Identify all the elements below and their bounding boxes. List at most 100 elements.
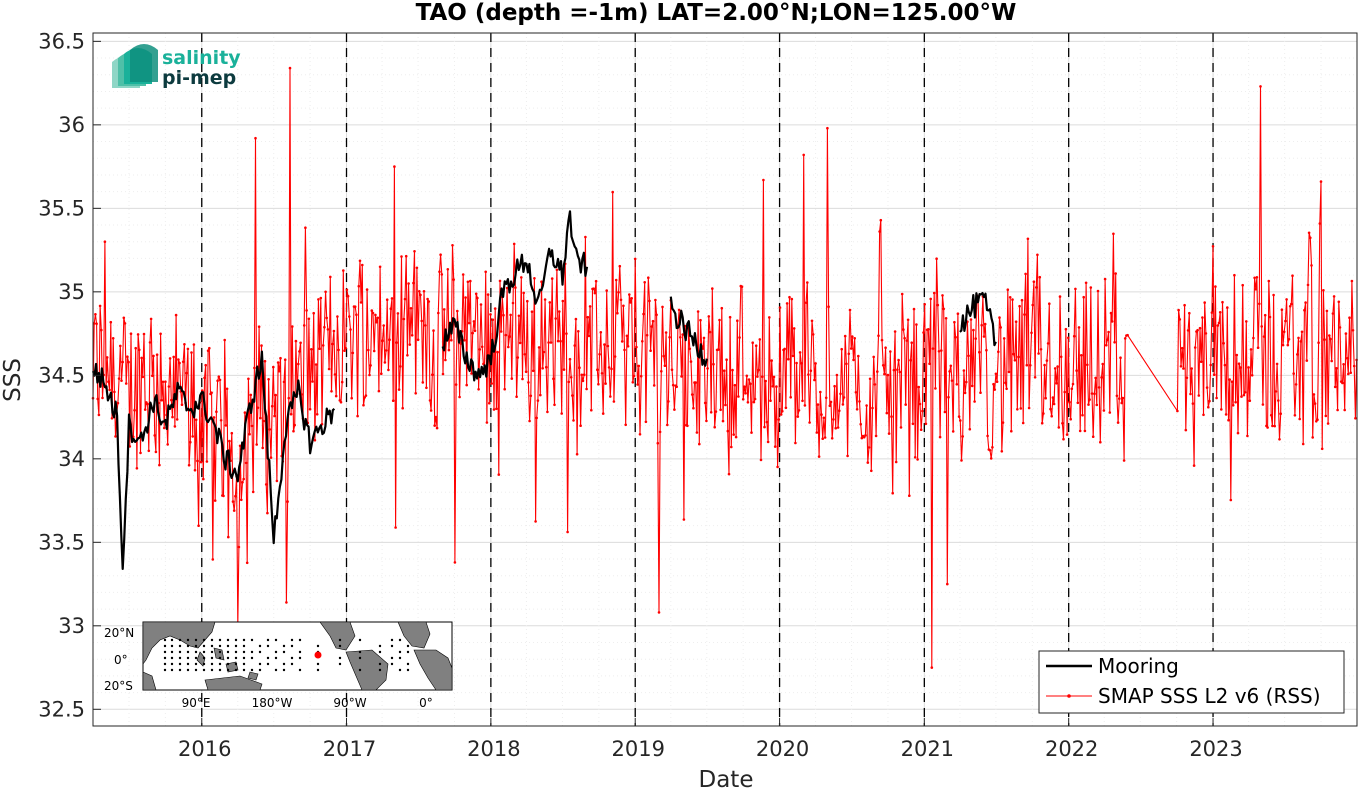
smap-point bbox=[1108, 411, 1112, 414]
smap-point bbox=[651, 319, 655, 323]
smap-point bbox=[1247, 366, 1250, 369]
smap-point bbox=[123, 322, 127, 325]
smap-point bbox=[934, 387, 937, 390]
smap-point bbox=[343, 349, 346, 353]
smap-point bbox=[1055, 382, 1058, 385]
smap-point bbox=[943, 410, 947, 414]
smap-point bbox=[420, 319, 424, 323]
smap-point bbox=[212, 416, 216, 419]
smap-point bbox=[982, 335, 986, 338]
smap-point bbox=[356, 414, 359, 418]
smap-point bbox=[708, 330, 712, 334]
smap-point bbox=[308, 407, 312, 411]
smap-point bbox=[1210, 311, 1214, 314]
smap-point bbox=[941, 294, 944, 297]
smap-point bbox=[963, 391, 967, 395]
smap-point bbox=[638, 433, 642, 436]
smap-point bbox=[800, 362, 803, 365]
smap-point bbox=[133, 409, 136, 412]
smap-point bbox=[783, 347, 786, 351]
smap-point bbox=[1012, 352, 1015, 356]
station-dot bbox=[186, 650, 190, 654]
smap-point bbox=[1288, 305, 1292, 308]
smap-point bbox=[835, 373, 839, 377]
smap-point bbox=[98, 304, 102, 308]
smap-point bbox=[817, 455, 821, 458]
smap-point bbox=[1051, 396, 1055, 399]
station-dot bbox=[170, 662, 174, 666]
smap-point bbox=[1348, 316, 1351, 320]
smap-point bbox=[585, 387, 588, 391]
smap-point bbox=[429, 409, 433, 412]
smap-point bbox=[692, 406, 695, 410]
y-tick-label: 32.5 bbox=[38, 697, 85, 721]
smap-point bbox=[1297, 336, 1300, 340]
smap-point bbox=[917, 385, 921, 389]
smap-point bbox=[764, 379, 767, 383]
salinity-pimep-logo: salinity pi-mep bbox=[112, 44, 241, 89]
smap-point bbox=[929, 297, 932, 301]
smap-point bbox=[1097, 386, 1101, 389]
smap-point bbox=[657, 611, 661, 614]
smap-point bbox=[828, 404, 832, 408]
smap-point bbox=[503, 387, 507, 391]
smap-point bbox=[313, 438, 317, 442]
smap-point bbox=[204, 363, 207, 367]
smap-point bbox=[1002, 337, 1006, 340]
smap-point bbox=[1039, 348, 1043, 351]
smap-point bbox=[797, 409, 801, 412]
smap-point bbox=[820, 413, 823, 416]
smap-point bbox=[1208, 399, 1211, 403]
smap-point bbox=[367, 348, 370, 352]
smap-point bbox=[1209, 363, 1212, 367]
smap-point bbox=[1261, 403, 1265, 406]
smap-point bbox=[387, 368, 390, 372]
smap-point bbox=[542, 350, 546, 354]
smap-point bbox=[167, 385, 171, 388]
smap-point bbox=[624, 423, 627, 427]
smap-point bbox=[855, 408, 859, 411]
smap-point bbox=[171, 415, 174, 419]
station-dot bbox=[398, 656, 402, 660]
smap-point bbox=[1312, 393, 1316, 396]
smap-point bbox=[758, 338, 762, 341]
smap-point bbox=[1311, 436, 1314, 439]
smap-point bbox=[260, 344, 263, 347]
smap-point bbox=[946, 582, 949, 586]
smap-point bbox=[746, 401, 750, 404]
smap-point bbox=[127, 360, 130, 364]
smap-point bbox=[294, 339, 298, 343]
station-dot bbox=[406, 644, 410, 648]
smap-point bbox=[391, 399, 395, 403]
station-dot bbox=[210, 644, 214, 648]
station-dot bbox=[163, 668, 167, 672]
smap-point bbox=[565, 332, 568, 335]
smap-point bbox=[342, 269, 345, 272]
smap-point bbox=[864, 434, 867, 437]
smap-point bbox=[620, 340, 624, 343]
station-dot bbox=[186, 668, 190, 672]
smap-point bbox=[247, 377, 250, 381]
smap-point bbox=[433, 424, 437, 427]
smap-point bbox=[1056, 365, 1059, 368]
smap-point bbox=[484, 270, 488, 274]
smap-point bbox=[575, 452, 579, 456]
smap-point bbox=[775, 385, 778, 388]
smap-point bbox=[811, 333, 815, 336]
smap-point bbox=[520, 276, 523, 279]
smap-point bbox=[464, 296, 467, 299]
smap-point bbox=[617, 291, 620, 294]
smap-point bbox=[690, 393, 694, 396]
smap-point bbox=[1025, 363, 1029, 367]
smap-point bbox=[854, 391, 858, 394]
smap-point bbox=[978, 350, 981, 354]
smap-point bbox=[1318, 222, 1322, 225]
smap-point bbox=[412, 281, 415, 285]
smap-point bbox=[673, 408, 676, 411]
smap-point bbox=[485, 421, 489, 424]
smap-point bbox=[1237, 362, 1241, 366]
smap-point bbox=[753, 397, 757, 401]
smap-point bbox=[242, 477, 245, 481]
smap-point bbox=[922, 331, 925, 334]
smap-point bbox=[1243, 391, 1247, 394]
